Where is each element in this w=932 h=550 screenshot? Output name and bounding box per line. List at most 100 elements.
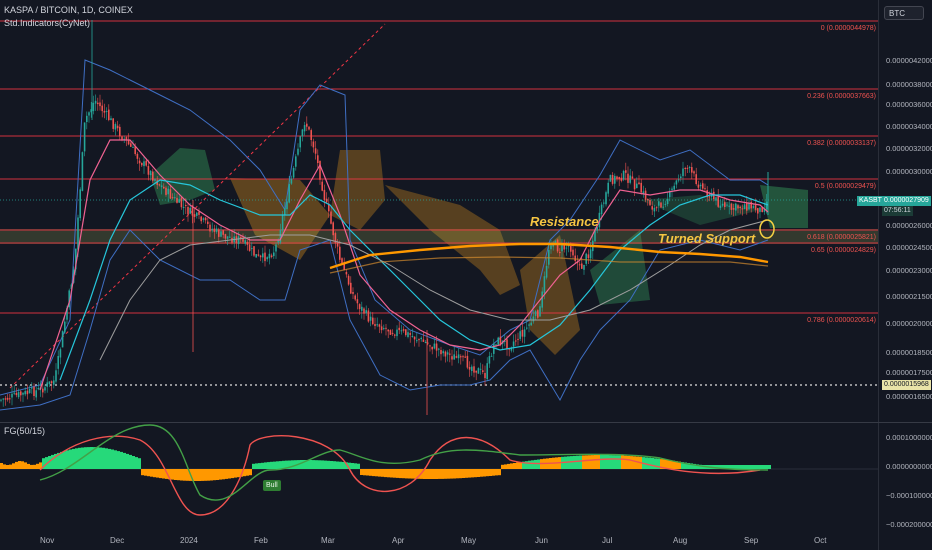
- oscillator-bar: [582, 455, 585, 469]
- candle-body: [409, 333, 411, 335]
- indicator-legend[interactable]: Std.Indicators(CyNet): [4, 18, 91, 28]
- candle-body: [176, 197, 178, 203]
- oscillator-bar: [75, 448, 78, 469]
- candle-body: [732, 208, 735, 210]
- oscillator-bar: [672, 460, 675, 469]
- candlesticks[interactable]: [0, 20, 769, 415]
- candle-body: [477, 368, 480, 374]
- ichimoku-cloud: [150, 148, 808, 355]
- candle-body: [328, 203, 330, 212]
- oscillator-bar: [486, 469, 489, 477]
- currency-button[interactable]: BTC: [884, 6, 924, 20]
- candle-body: [594, 229, 596, 242]
- oscillator-bar: [423, 469, 426, 479]
- candle-body: [431, 346, 433, 350]
- candle-body: [565, 247, 568, 249]
- time-axis-label: Jun: [535, 536, 548, 545]
- candle-body: [691, 167, 693, 173]
- oscillator-bar: [747, 465, 750, 469]
- candle-body: [336, 242, 339, 247]
- oscillator-bar: [426, 469, 429, 479]
- candle-body: [394, 334, 396, 336]
- candle-body: [152, 171, 154, 181]
- candle-body: [138, 160, 141, 164]
- candle-body: [136, 153, 139, 159]
- symbol-price-tag: KASBTC: [857, 196, 890, 206]
- candle-body: [607, 182, 609, 194]
- oscillator-bar: [282, 460, 285, 469]
- candle-body: [154, 179, 156, 181]
- candle-body: [438, 348, 440, 350]
- oscillator-bar: [600, 455, 603, 469]
- oscillator-bar: [330, 461, 333, 469]
- oscillator-tick-label: −0.0001000000: [886, 491, 932, 500]
- candle-body: [743, 204, 746, 210]
- oscillator-bar: [666, 459, 669, 469]
- oscillator-bar: [162, 469, 165, 479]
- oscillator-bar: [726, 465, 729, 469]
- candle-body: [105, 111, 108, 112]
- time-axis-label: Dec: [110, 536, 125, 545]
- oscillator-bar: [87, 447, 90, 469]
- oscillator-bar: [432, 469, 435, 479]
- candle-body: [266, 257, 268, 260]
- oscillator-bar: [288, 460, 291, 469]
- candle-body: [317, 155, 319, 163]
- candle-body: [295, 156, 297, 167]
- cloud-segment: [230, 178, 330, 260]
- oscillator-bar: [756, 465, 759, 469]
- candle-body: [352, 292, 354, 294]
- candle-body: [721, 203, 724, 206]
- candle-body: [396, 329, 398, 337]
- oscillator-title[interactable]: FG(50/15): [4, 426, 46, 436]
- support-circle-marker: [759, 219, 775, 239]
- oscillator-bar: [750, 465, 753, 469]
- candle-body: [504, 341, 506, 342]
- pane-separator[interactable]: [0, 422, 932, 423]
- candle-body: [356, 299, 359, 304]
- oscillator-bar: [513, 463, 516, 469]
- oscillator-bar: [387, 469, 390, 478]
- candle-body: [737, 205, 739, 209]
- oscillator-bar: [405, 469, 408, 479]
- candle-body: [647, 198, 649, 201]
- candle-body: [680, 176, 682, 178]
- candle-body: [101, 105, 103, 112]
- oscillator-bar: [528, 460, 531, 469]
- oscillator-bar: [150, 469, 153, 477]
- candle-body: [341, 258, 343, 264]
- oscillator-bar: [138, 458, 141, 469]
- candle-body: [488, 356, 491, 364]
- candle-body: [226, 236, 229, 239]
- oscillator-tick-label: −0.0002000000: [886, 520, 932, 529]
- candle-body: [288, 183, 290, 203]
- oscillator-bar: [381, 469, 384, 477]
- oscillator-bar: [201, 469, 204, 481]
- symbol-title[interactable]: KASPA / BITCOIN, 1D, COINEX: [4, 5, 133, 15]
- oscillator-bar: [249, 469, 252, 476]
- candle-body: [583, 265, 585, 270]
- oscillator-bar: [72, 448, 75, 469]
- candle-body: [658, 201, 660, 206]
- price-tick-label: 0.0000016500: [886, 392, 932, 401]
- candle-body: [735, 203, 737, 211]
- oscillator-bar: [429, 469, 432, 479]
- candle-body: [22, 392, 24, 395]
- candle-body: [534, 311, 537, 316]
- ma-mid-teal: [59, 179, 769, 381]
- candle-body: [323, 189, 326, 200]
- candle-body: [561, 245, 563, 252]
- oscillator-bar: [18, 461, 21, 469]
- candle-body: [556, 239, 559, 252]
- candle-body: [765, 201, 768, 210]
- candle-body: [103, 110, 106, 113]
- oscillator-pane[interactable]: [0, 424, 878, 516]
- candle-body: [622, 171, 625, 180]
- candle-body: [262, 253, 264, 258]
- candle-body: [55, 370, 57, 382]
- candle-body: [319, 161, 321, 180]
- candle-body: [264, 252, 266, 262]
- oscillator-bar: [390, 469, 393, 478]
